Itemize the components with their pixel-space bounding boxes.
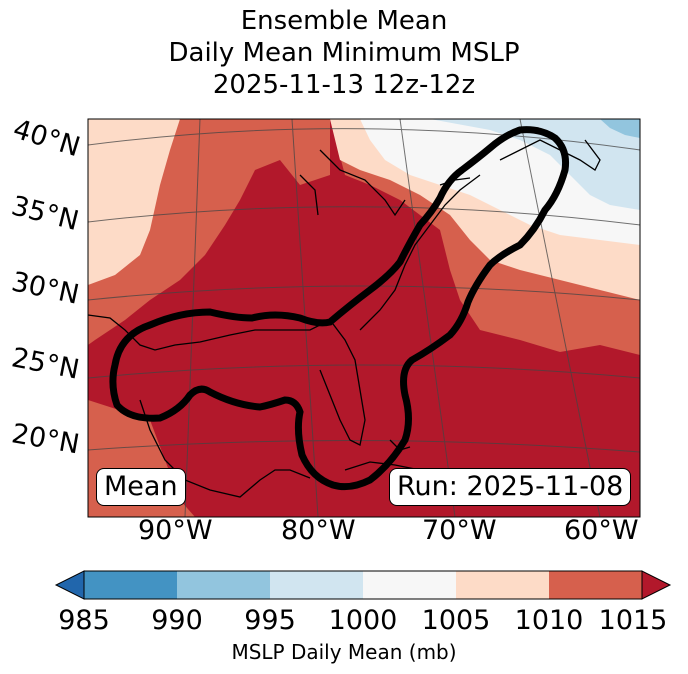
lon-label-90w: 90°W [138, 515, 213, 546]
lon-label-70w: 70°W [422, 515, 497, 546]
colorbar-bin-995-1000 [270, 571, 363, 599]
colorbar-tick: 990 [151, 605, 203, 636]
colorbar-bin-990-995 [177, 571, 270, 599]
title-line-2: Daily Mean Minimum MSLP [168, 38, 520, 68]
colorbar-tick: 985 [58, 605, 110, 636]
colorbar-tick: 1010 [514, 605, 584, 636]
contour-outline [109, 126, 569, 491]
colorbar-bin-1000-1005 [363, 571, 456, 599]
colorbar-frame [83, 570, 643, 600]
colorbar-tick: 1015 [598, 605, 668, 636]
graticule [88, 119, 640, 517]
field-990-995 [430, 119, 640, 210]
title-line-3: 2025-11-13 12z-12z [212, 70, 476, 100]
colorbar-tick: 1000 [328, 605, 398, 636]
colorbar [54, 570, 672, 600]
colorbar-label: MSLP Daily Mean (mb) [231, 640, 457, 664]
colorbar-bin-1010-1015 [549, 571, 642, 599]
run-annotation: Run: 2025-11-08 [389, 468, 632, 506]
lon-label-80w: 80°W [281, 515, 356, 546]
colorbar-extend-high [641, 570, 672, 600]
colorbar-extend-low [54, 570, 85, 600]
colorbar-bin-985-990 [84, 571, 177, 599]
title-line-1: Ensemble Mean [240, 6, 448, 36]
colorbar-tick: 1005 [421, 605, 491, 636]
colorbar-tick: 995 [244, 605, 296, 636]
field-1000-1005-west [88, 119, 180, 285]
map-frame [87, 118, 641, 518]
field-985-990 [600, 119, 640, 138]
colorbar-bin-1005-1010 [456, 571, 549, 599]
map-fields [88, 119, 640, 517]
mean-annotation: Mean [96, 468, 186, 506]
lon-label-60w: 60°W [564, 515, 639, 546]
